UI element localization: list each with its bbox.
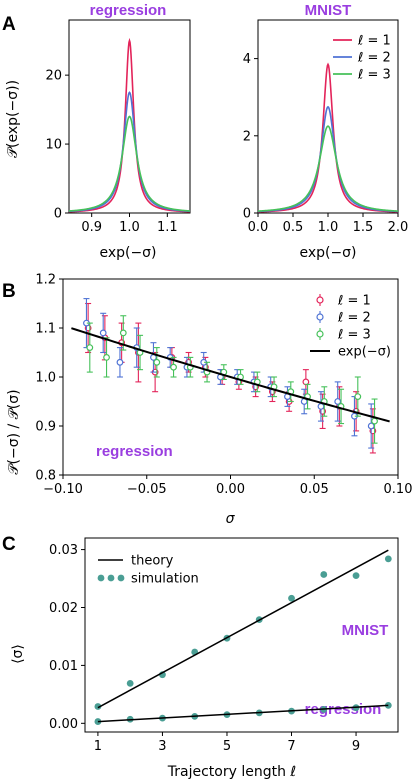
panel-a-left-curve-l2 [68, 91, 191, 213]
panel-a-right-title: MNIST [305, 2, 352, 19]
panel-a-left-curve-l3 [68, 115, 191, 212]
panel-c-mnist-simulation-point [384, 555, 392, 563]
panel-a-legend-label-l1: ℓ = 1 [357, 34, 391, 49]
panel-c-xtick-label: 1 [94, 739, 102, 754]
panel-b-legend-label-4: exp(−σ) [338, 345, 391, 360]
panel-b-legend-label-3: ℓ = 3 [337, 328, 371, 343]
panel-c-mnist-simulation-point [320, 571, 328, 578]
panel-c-ytick-label: 0.03 [49, 543, 78, 558]
panel-letter-c: C [2, 534, 16, 555]
panel-b-point-l2 [116, 358, 124, 366]
panel-c-legend-marker-simulation [117, 574, 125, 582]
panel-a-left-curve-l1 [68, 37, 191, 213]
panel-b-xlabel: σ [226, 511, 236, 527]
panel-b-ytick-label: 1.2 [35, 273, 56, 288]
panel-b-point-l3 [170, 363, 177, 371]
panel-a-right-curve-l2 [257, 105, 399, 213]
panel-a-left-ytick-label: 20 [45, 69, 62, 84]
panel-c-ytick-label: 0.01 [49, 659, 78, 674]
panel-a-right-xlabel: exp(−σ) [299, 245, 356, 261]
panel-b-xtick-label: −0.05 [127, 482, 167, 497]
panel-c-mnist-simulation-point [352, 572, 360, 580]
panel-a-left-xtick-label: 0.9 [81, 220, 102, 235]
panel-b-point-l2 [99, 329, 107, 337]
panel-c-legend-marker-simulation [97, 574, 105, 582]
panel-b-ytick-label: 1.1 [35, 322, 56, 337]
panel-a-right-xtick-label: 1.5 [353, 220, 374, 235]
panel-letter-a: A [2, 14, 16, 35]
panel-b-xtick-label: 0.05 [300, 482, 329, 497]
panel-b-point-l3 [103, 354, 110, 361]
panel-c-frame [84, 537, 399, 733]
panel-a-right-xtick-label: 1.0 [318, 220, 339, 235]
panel-b-annotation: regression [96, 443, 173, 460]
panel-c-mnist-simulation-point [94, 703, 102, 710]
panel-c-xtick-label: 9 [352, 739, 360, 754]
panel-b-point-l3 [153, 358, 161, 366]
panel-b-legend-marker-l1 [316, 296, 324, 304]
panel-b-legend-marker-l2 [316, 313, 324, 321]
panel-b-legend-marker-l3 [316, 330, 324, 338]
panel-a-left-xtick-label: 1.1 [157, 220, 178, 235]
panel-c-legend-label-simulation: simulation [131, 572, 199, 587]
panel-a-left-title: regression [90, 2, 167, 19]
panel-b-point-l3 [119, 329, 127, 337]
panel-a-right-ytick-label: 4 [243, 52, 251, 67]
panel-c-xtick-label: 7 [287, 739, 295, 754]
panel-a-legend-label-l3: ℓ = 3 [357, 68, 391, 83]
panel-c-ylabel: ⟨σ⟩ [10, 644, 26, 664]
panel-b-ytick-label: 0.9 [35, 420, 56, 435]
panel-a-right-ytick-label: 2 [243, 129, 251, 144]
panel-a-right-xtick-label: 0.5 [283, 220, 304, 235]
panel-c-annotation-mnist: MNIST [342, 622, 389, 639]
panel-a-left-ytick-label: 0 [54, 207, 62, 222]
panel-b-xtick-label: −0.10 [43, 482, 83, 497]
panel-c-mnist-simulation-point [288, 594, 295, 602]
panel-b-point-l3 [354, 393, 362, 401]
panel-b-reference-curve [71, 327, 390, 423]
panel-c-mnist-simulation-point [126, 679, 134, 687]
panel-c-legend-label-theory: theory [131, 554, 174, 569]
panel-c-xtick-label: 3 [158, 739, 166, 754]
panel-a-left-ytick-label: 10 [45, 138, 62, 153]
panel-letter-b: B [2, 281, 16, 302]
panel-b-xtick-label: 0.10 [384, 482, 413, 497]
panel-a-right-frame [257, 19, 399, 214]
panel-c-ytick-label: 0.02 [49, 601, 78, 616]
panel-b-xtick-label: 0.00 [216, 482, 245, 497]
panel-b-point-l3 [86, 344, 94, 352]
panel-a-legend-label-l2: ℓ = 2 [357, 51, 391, 66]
panel-b-ytick-label: 1.0 [35, 371, 56, 386]
panel-c-mnist-theory-line [97, 549, 389, 709]
panel-c-legend-marker-simulation [107, 574, 115, 582]
panel-c-xtick-label: 5 [223, 739, 231, 754]
panel-b-legend-label-1: ℓ = 1 [337, 294, 371, 309]
panel-a-right-ytick-label: 0 [243, 207, 251, 222]
panel-b-legend-label-2: ℓ = 2 [337, 311, 371, 326]
panel-a-right-xtick-label: 2.0 [388, 220, 409, 235]
panel-a-right-curve-l3 [257, 125, 399, 212]
panel-c-annotation-regression: regression [305, 701, 382, 718]
panel-b-point-l3 [371, 417, 378, 425]
panel-c-regression-theory-line [97, 704, 389, 723]
panel-c-ytick-label: 0.00 [49, 717, 78, 732]
panel-a-right-xtick-label: 0.0 [248, 220, 269, 235]
panel-a-left-xtick-label: 1.0 [119, 220, 140, 235]
panel-a-ylabel: 𝒫(exp(−σ)) [5, 80, 21, 158]
panel-a-right-curve-l1 [257, 62, 399, 213]
panel-c-xlabel: Trajectory length ℓ [167, 764, 296, 780]
panel-b-ytick-label: 0.8 [35, 469, 56, 484]
panel-b-ylabel: 𝒫(−σ) / 𝒫(σ) [6, 389, 22, 474]
panel-a-left-xlabel: exp(−σ) [99, 245, 156, 261]
